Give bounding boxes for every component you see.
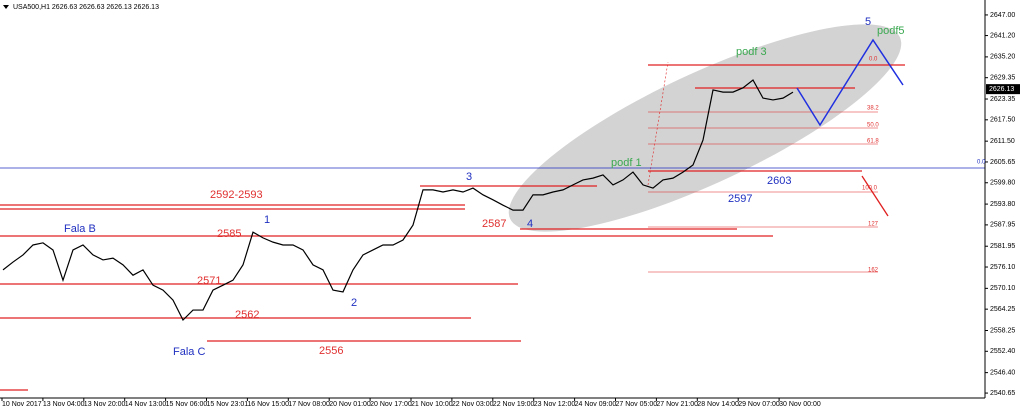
x-tick-label: 29 Nov 07:00	[738, 401, 780, 408]
y-tick-label: 2599.80	[990, 180, 1015, 187]
fib-anchor	[647, 61, 669, 186]
wave-label: 2	[351, 297, 357, 309]
hline-label: 0.0	[977, 160, 986, 166]
y-tick-label: 2593.80	[990, 201, 1015, 208]
level-label: 2592-2593	[210, 189, 263, 201]
x-tick-label: 13 Nov 04:00	[43, 401, 85, 408]
fib-label: 0.0	[869, 57, 878, 63]
header: USA500,H1 2626.63 2626.63 2626.13 2626.1…	[13, 4, 159, 11]
price-line	[2, 79, 794, 322]
y-tick-label: 2611.50	[990, 138, 1015, 145]
x-tick-label: 10 Nov 2017	[2, 401, 42, 408]
x-tick-label: 27 Nov 21:00	[656, 401, 698, 408]
x-tick-label: 21 Nov 10:00	[411, 401, 453, 408]
wave-label: 1	[264, 214, 270, 226]
level-label: 2556	[319, 345, 343, 357]
x-tick-label: 28 Nov 14:00	[697, 401, 739, 408]
y-tick-label: 2623.35	[990, 96, 1015, 103]
projection-path	[796, 38, 904, 127]
wave-label: Fala C	[173, 346, 205, 358]
y-tick-label: 2570.10	[990, 285, 1015, 292]
menu-icon[interactable]	[3, 5, 9, 9]
x-tick-label: 24 Nov 09:00	[575, 401, 617, 408]
y-tick-label: 2629.35	[990, 75, 1015, 82]
level-label: 2587	[482, 218, 506, 230]
level-label: 2597	[728, 193, 752, 205]
level-label: 2585	[217, 228, 241, 240]
fib-label: 61.8	[867, 139, 879, 145]
y-tick-label: 2617.50	[990, 117, 1015, 124]
level-label: 2603	[767, 175, 791, 187]
y-tick-label: 2552.40	[990, 348, 1015, 355]
x-tick-label: 20 Nov 17:00	[370, 401, 412, 408]
y-tick-label: 2605.65	[990, 159, 1015, 166]
current-price-box	[986, 84, 1020, 95]
x-tick-label: 15 Nov 06:00	[166, 401, 208, 408]
fib-lines	[647, 61, 878, 273]
x-tick-label: 22 Nov 03:00	[452, 401, 494, 408]
y-tick-label: 2647.00	[990, 12, 1015, 19]
wave-label: 5	[865, 16, 871, 28]
fib-label: 127	[868, 222, 879, 228]
x-tick-label: 17 Nov 08:00	[288, 401, 330, 408]
level-label: 2571	[197, 275, 221, 287]
y-tick-label: 2564.25	[990, 306, 1015, 313]
y-tick-label: 2558.25	[990, 327, 1015, 334]
x-tick-label: 20 Nov 01:00	[329, 401, 371, 408]
wave-label: 4	[527, 218, 533, 230]
current-price-label: 2626.13	[989, 86, 1014, 93]
fib-label: 38.2	[867, 106, 879, 112]
level-label: 2562	[235, 309, 259, 321]
x-tick-label: 23 Nov 12:00	[534, 401, 576, 408]
fib-label: 100.0	[862, 186, 878, 192]
x-tick-label: 13 Nov 20:00	[84, 401, 126, 408]
y-tick-label: 2635.20	[990, 54, 1015, 61]
y-tick-label: 2581.95	[990, 243, 1015, 250]
x-tick-label: 14 Nov 13:00	[125, 401, 167, 408]
subwave-label: podf 1	[611, 157, 642, 169]
x-tick-label: 30 Nov 00:00	[779, 401, 821, 408]
x-tick-label: 22 Nov 19:00	[493, 401, 535, 408]
x-tick-label: 16 Nov 15:00	[247, 401, 289, 408]
y-tick-label: 2546.40	[990, 369, 1015, 376]
wave-label: 3	[466, 171, 472, 183]
fib-label: 50.0	[867, 123, 879, 129]
y-tick-label: 2587.95	[990, 222, 1015, 229]
subwave-label: podf5	[877, 25, 905, 37]
y-tick-label: 2540.65	[990, 390, 1015, 397]
y-tick-label: 2641.20	[990, 32, 1015, 39]
x-tick-label: 27 Nov 05:00	[616, 401, 658, 408]
x-tick-label: 15 Nov 23:01	[207, 401, 249, 408]
wave-label: Fala B	[64, 223, 96, 235]
subwave-label: podf 3	[736, 46, 767, 58]
fib-label: 162	[868, 268, 879, 274]
projection	[861, 175, 889, 217]
support-lines	[0, 64, 905, 391]
y-tick-label: 2576.10	[990, 264, 1015, 271]
